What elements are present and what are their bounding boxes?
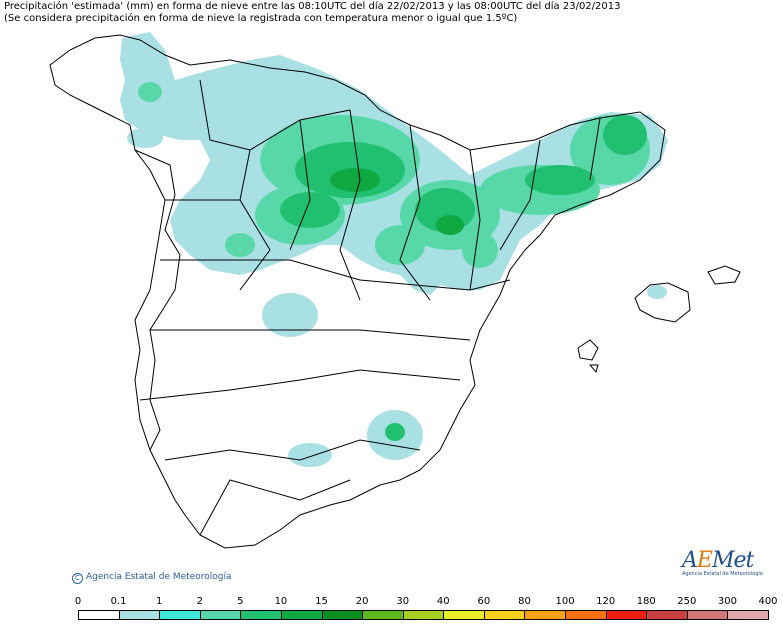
province-lines (139, 79, 601, 536)
map-title-line2: (Se considera precipitación en forma de … (4, 13, 518, 24)
aemet-logo: AEMet Agencia Estatal de Meteorología (682, 548, 763, 577)
legend-tick-label: 2 (196, 596, 203, 607)
legend-swatch (280, 610, 323, 620)
legend-tick-label: 180 (636, 596, 656, 607)
aemet-logo-word: AEMet (682, 548, 754, 573)
formentera (588, 364, 599, 374)
portugal-border (134, 149, 181, 451)
snow-area-peak (330, 168, 464, 235)
legend-tick-label: 100 (555, 596, 575, 607)
legend-tick-label: 80 (518, 596, 531, 607)
legend-tick-label: 60 (477, 596, 491, 607)
legend-tick-label: 0.1 (110, 596, 127, 607)
legend-swatch (78, 610, 120, 620)
legend-swatch (483, 610, 526, 620)
legend-swatch (159, 610, 201, 620)
legend-swatch (565, 610, 607, 620)
menorca (707, 265, 741, 285)
legend-tick-label: 1 (155, 596, 163, 607)
legend-swatch (402, 610, 445, 620)
legend-tick-label: 10 (274, 596, 288, 607)
legend-tick-label: 20 (355, 596, 369, 607)
legend-tick-label: 0 (74, 596, 82, 607)
aemet-logo-subtitle: Agencia Estatal de Meteorología (682, 571, 763, 577)
legend-swatch (646, 610, 688, 620)
precipitation-legend: 0 0.1 1 2 5 10 15 20 30 40 60 80 100 120 180 250 300 400 (0, 596, 783, 627)
legend-swatch (686, 610, 729, 620)
legend-tick-label: 250 (677, 596, 697, 607)
legend-tick-label: 5 (237, 596, 244, 607)
legend-tick-label: 15 (315, 596, 328, 607)
legend-swatch (321, 610, 364, 620)
legend-tick-label: 400 (758, 596, 778, 607)
legend-end-line (768, 610, 769, 620)
legend-swatch (727, 610, 769, 620)
agency-credit: C Agencia Estatal de Meteorología (72, 572, 232, 584)
balearic-islands (577, 265, 741, 374)
legend-tick-label: 120 (596, 596, 616, 607)
ibiza (577, 339, 599, 361)
map-title-line1: Precipitación 'estimada' (mm) en forma d… (4, 1, 621, 12)
legend-swatch (362, 610, 404, 620)
legend-tick-label: 40 (436, 596, 450, 607)
legend-tick-label: 30 (396, 596, 410, 607)
snow-precipitation-map (49, 32, 741, 549)
legend-swatch (443, 610, 485, 620)
agency-credit-text: Agencia Estatal de Meteorología (86, 572, 232, 582)
legend-swatch (240, 610, 282, 620)
legend-swatch (605, 610, 648, 620)
copyright-icon: C (72, 573, 83, 584)
legend-swatch (118, 610, 161, 620)
snow-areas (120, 32, 668, 467)
iberian-coastline (49, 34, 666, 549)
legend-swatch (199, 610, 242, 620)
mallorca (634, 282, 691, 323)
legend-tick-label: 300 (717, 596, 737, 607)
peninsula-outline (49, 34, 666, 549)
map-title: Precipitación 'estimada' (mm) en forma d… (4, 1, 621, 25)
legend-swatch (524, 610, 567, 620)
